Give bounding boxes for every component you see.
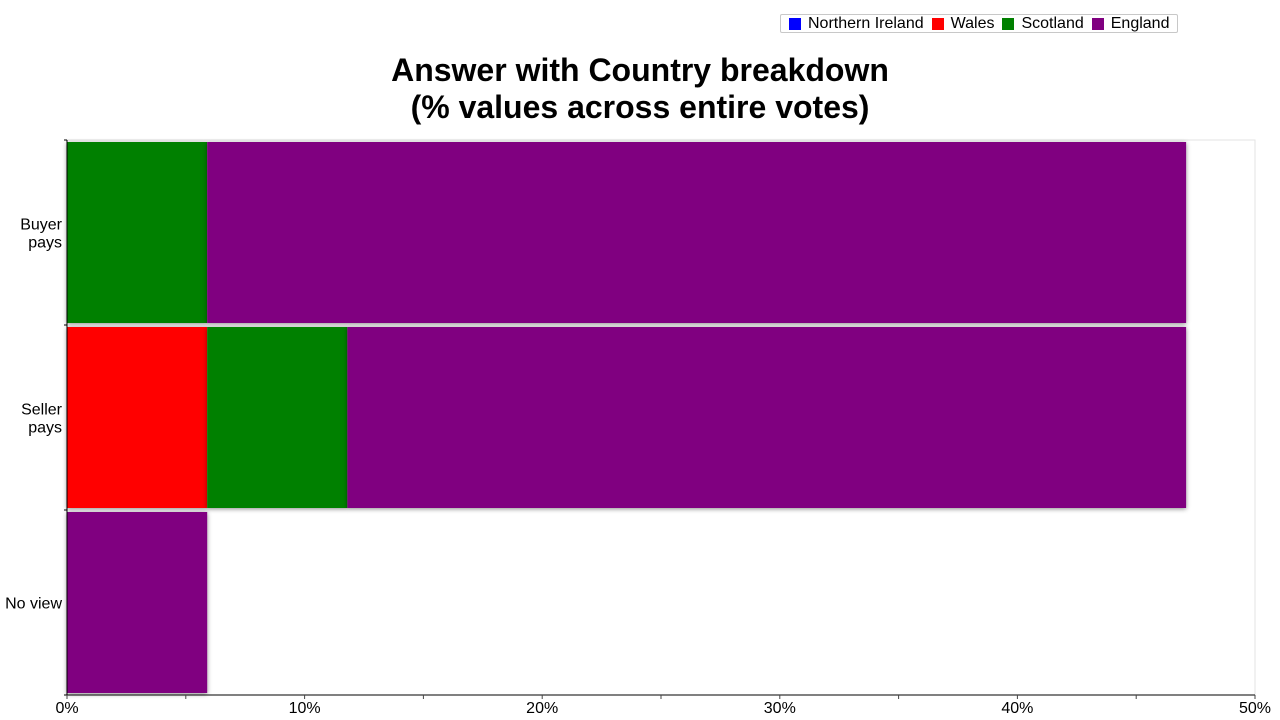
legend-item-scotland[interactable]: Scotland <box>1002 14 1084 33</box>
y-category-label-1-1: pays <box>28 420 62 437</box>
legend-label-scotland: Scotland <box>1021 14 1084 32</box>
bar-england-1 <box>347 327 1187 508</box>
legend-label-northern-ireland: Northern Ireland <box>808 14 924 32</box>
x-tick-label-5: 50% <box>1239 700 1271 717</box>
bar-wales-1 <box>67 327 208 508</box>
legend-item-wales[interactable]: Wales <box>931 14 995 33</box>
chart-title-line-2: (% values across entire votes) <box>410 89 870 125</box>
legend-swatch-england <box>1091 17 1104 30</box>
y-category-label-0-0: Buyer <box>20 217 62 234</box>
bar-england-2 <box>67 512 208 693</box>
legend-item-england[interactable]: England <box>1091 14 1170 33</box>
chart-title: Answer with Country breakdown (% values … <box>0 52 1280 126</box>
y-category-label-0-1: pays <box>28 235 62 252</box>
bar-scotland-1 <box>207 327 348 508</box>
bar-england-0 <box>207 142 1187 323</box>
x-tick-label-2: 20% <box>526 700 558 717</box>
x-tick-label-1: 10% <box>289 700 321 717</box>
legend-swatch-northern-ireland <box>789 17 801 30</box>
x-tick-label-4: 40% <box>1001 700 1033 717</box>
y-category-label-1-0: Seller <box>21 402 63 419</box>
legend-label-wales: Wales <box>950 14 995 32</box>
legend-swatch-scotland <box>1002 17 1015 30</box>
x-tick-label-3: 30% <box>764 700 796 717</box>
legend-label-england: England <box>1110 14 1170 32</box>
x-tick-label-0: 0% <box>55 700 78 717</box>
y-category-label-2-0: No view <box>5 596 62 613</box>
legend-swatch-wales <box>931 17 944 30</box>
bar-scotland-0 <box>67 142 208 323</box>
legend-item-northern-ireland[interactable]: Northern Ireland <box>789 15 924 33</box>
chart-title-line-1: Answer with Country breakdown <box>391 52 889 88</box>
legend: Northern Ireland Wales Scotland England <box>780 14 1179 33</box>
